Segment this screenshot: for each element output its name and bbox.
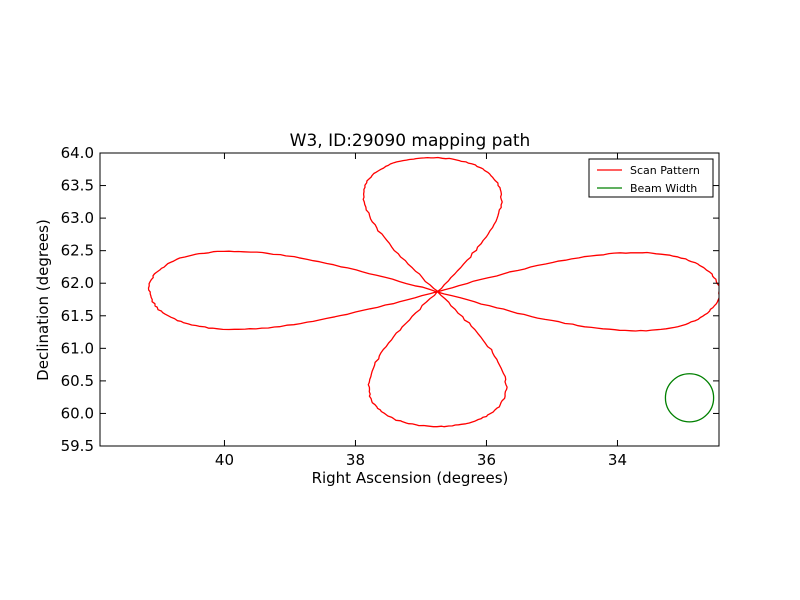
legend: Scan Pattern Beam Width (588, 158, 714, 198)
x-axis-label: Right Ascension (degrees) (312, 469, 509, 487)
y-tick-label: 61.5 (61, 307, 94, 325)
legend-label-beam-width: Beam Width (630, 182, 697, 195)
y-axis-label: Declination (degrees) (34, 219, 52, 381)
y-tick-label: 62.5 (61, 242, 94, 260)
y-tick-label: 60.5 (61, 372, 94, 390)
y-tick-label: 63.0 (61, 209, 94, 227)
plot-frame (99, 152, 720, 447)
y-tick-label: 59.5 (61, 437, 94, 455)
legend-box (588, 158, 714, 198)
beam-width-circle (664, 373, 715, 423)
x-tick-label: 36 (477, 451, 496, 469)
x-tick-label: 38 (346, 451, 365, 469)
scan-pattern-line (147, 156, 719, 428)
chart-title: W3, ID:29090 mapping path (290, 131, 531, 151)
x-tick-label: 34 (608, 451, 627, 469)
y-tick-label: 62.0 (61, 274, 94, 292)
axis-layer: 40 38 36 34 59.5 60.0 60.5 61.0 61.5 62.0 62.5 63.0… (61, 144, 719, 469)
y-tick-label: 63.5 (61, 177, 94, 195)
y-tick-label: 60.0 (61, 404, 94, 422)
x-tick-label: 40 (215, 451, 234, 469)
data-layer (147, 156, 719, 428)
y-tick-label: 61.0 (61, 339, 94, 357)
y-tick-label: 64.0 (61, 144, 94, 162)
legend-label-scan-pattern: Scan Pattern (630, 164, 700, 177)
